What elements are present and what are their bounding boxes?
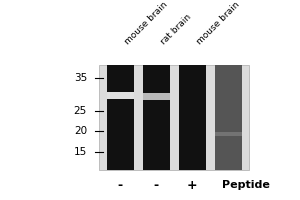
Bar bbox=[106, 92, 134, 99]
Text: -: - bbox=[117, 179, 123, 192]
Text: 15: 15 bbox=[74, 147, 87, 157]
Bar bbox=[214, 132, 242, 136]
Text: Peptide: Peptide bbox=[222, 180, 270, 190]
Bar bbox=[142, 93, 170, 100]
Bar bbox=[99, 65, 249, 170]
Text: +: + bbox=[187, 179, 197, 192]
Text: rat brain: rat brain bbox=[159, 13, 193, 47]
Text: 20: 20 bbox=[74, 126, 87, 136]
Text: mouse brain: mouse brain bbox=[195, 0, 241, 47]
Text: 25: 25 bbox=[74, 106, 87, 116]
Text: 35: 35 bbox=[74, 73, 87, 83]
Text: mouse brain: mouse brain bbox=[123, 0, 169, 47]
Bar bbox=[142, 65, 170, 170]
Bar bbox=[178, 65, 206, 170]
Bar bbox=[106, 65, 134, 170]
Text: -: - bbox=[153, 179, 159, 192]
Bar bbox=[214, 65, 242, 170]
